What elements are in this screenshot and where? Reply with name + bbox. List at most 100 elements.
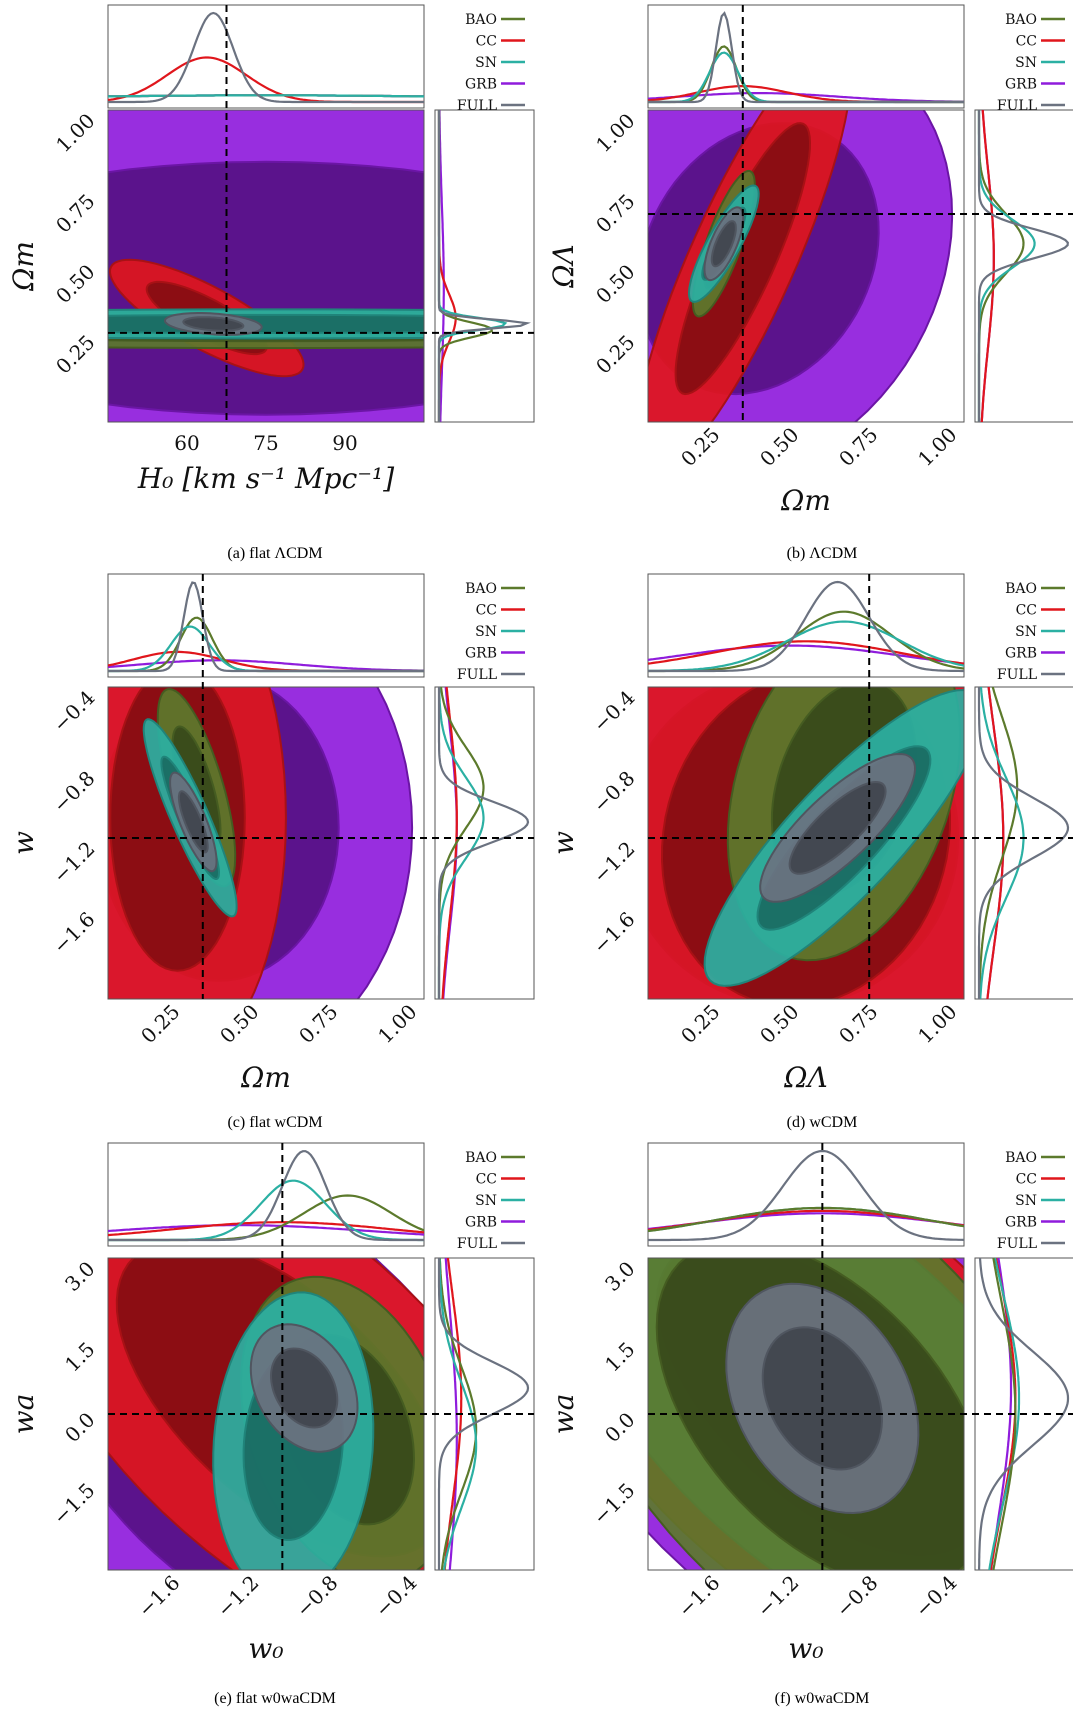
right-marginal-curves: [439, 110, 527, 422]
x-tick-label: 0.75: [834, 423, 882, 471]
x-tick-label: 0.50: [755, 1000, 803, 1048]
x-tick-label: −0.4: [910, 1571, 961, 1622]
legend-label-cc: CC: [1016, 603, 1037, 619]
right-curve-sn: [980, 687, 1023, 999]
caption-b: (b) ΛCDM: [612, 545, 1032, 563]
legend-label-sn: SN: [475, 1193, 497, 1209]
top-curve-full: [108, 583, 424, 672]
caption-f: (f) w0waCDM: [612, 1690, 1032, 1708]
right-curve-full: [439, 110, 527, 422]
legend: BAO CC SN GRB FULL: [997, 581, 1065, 683]
x-tick-label: 0.75: [294, 1000, 342, 1048]
panel-2: BAOCCSNGRBFULL0.25 0.50 0.75 1.00−0.4−0.8−1…: [7, 571, 534, 1094]
caption-e: (e) flat w0waCDM: [65, 1690, 485, 1708]
legend-label-full: FULL: [997, 98, 1037, 114]
caption-c: (c) flat wCDM: [65, 1114, 485, 1132]
legend-label-bao: BAO: [1005, 581, 1037, 597]
y-tick-label: −1.6: [588, 907, 639, 958]
right-marginal-curves: [979, 687, 1068, 999]
legend-label-sn: SN: [1015, 1193, 1037, 1209]
y-tick-label: 3.0: [600, 1257, 639, 1296]
panel-4: BAOCCSNGRBFULL−1.6 −1.2 −0.8 −0.43.01.50.0−…: [0, 1122, 559, 1719]
y-tick-label: −1.2: [588, 837, 639, 888]
legend-label-cc: CC: [476, 34, 497, 50]
x-tick-label: 1.00: [373, 1000, 421, 1048]
legend-label-bao: BAO: [465, 581, 497, 597]
legend-label-full: FULL: [997, 1236, 1037, 1252]
top-curve-full: [648, 1151, 964, 1240]
y-tick-label: 0.75: [591, 189, 639, 237]
caption-d: (d) wCDM: [612, 1114, 1032, 1132]
legend-label-grb: GRB: [465, 646, 497, 662]
legend-label-bao: BAO: [1005, 1150, 1037, 1166]
y-tick-label: −0.8: [48, 766, 99, 817]
x-tick-label: 1.00: [913, 423, 961, 471]
panel-3: BAO CC SN GRB FULL 0.25 0.50 0.75 1.00 −0.4 −0.8 −1…: [519, 567, 1073, 1109]
y-tick-label: 0.0: [600, 1408, 639, 1447]
legend: BAO CC SN GRB FULL: [997, 1150, 1065, 1252]
contour-area: [502, 1070, 1073, 1707]
right-curve-bao: [439, 110, 492, 422]
legend-label-sn: SN: [475, 624, 497, 640]
right-curve-bao: [979, 687, 1017, 999]
right-marginal-curves: [979, 110, 1068, 422]
top-marginal-curves: [108, 583, 424, 672]
y-axis-label: w: [547, 831, 580, 855]
top-marginal-frame: [648, 574, 964, 677]
panel-5: BAO CC SN GRB FULL −1.6 −1.2 −0.8 −0.4 3.0 1.5 0.0 −…: [502, 1070, 1073, 1707]
legend-label-grb: GRB: [465, 1215, 497, 1231]
legend-label-cc: CC: [476, 603, 497, 619]
x-tick-label: −0.8: [831, 1571, 882, 1622]
top-curve-sn: [108, 627, 424, 672]
legend-label-full: FULL: [457, 667, 497, 683]
legend-label-sn: SN: [475, 55, 497, 71]
y-tick-label: −0.4: [48, 686, 99, 737]
legend: BAO CC SN GRB FULL: [457, 1150, 525, 1252]
y-tick-label: 3.0: [60, 1257, 99, 1296]
y-tick-label: −0.8: [588, 766, 639, 817]
y-tick-label: −1.2: [48, 837, 99, 888]
right-curve-sn: [439, 110, 505, 422]
y-tick-label: 1.00: [591, 109, 639, 157]
top-marginal-curves: [108, 1151, 424, 1240]
x-axis-label: H₀ [km s⁻¹ Mpc⁻¹]: [137, 462, 394, 495]
x-tick-label: 75: [253, 431, 278, 455]
legend-label-bao: BAO: [465, 12, 497, 28]
y-tick-label: 0.0: [60, 1408, 99, 1447]
y-tick-label: 0.75: [51, 189, 99, 237]
x-axis-label: ΩΛ: [783, 1061, 827, 1094]
legend-label-grb: GRB: [1005, 646, 1037, 662]
top-curve-full: [108, 1151, 424, 1240]
legend-label-cc: CC: [1016, 1172, 1037, 1188]
y-tick-label: −1.5: [588, 1478, 639, 1529]
x-tick-label: 0.25: [676, 423, 724, 471]
x-tick-label: 0.75: [834, 1000, 882, 1048]
y-axis-label: wa: [7, 1394, 40, 1435]
legend-label-bao: BAO: [465, 1150, 497, 1166]
right-marginal-curves: [439, 687, 528, 999]
x-tick-label: 1.00: [913, 1000, 961, 1048]
x-tick-label: −0.4: [370, 1571, 421, 1622]
y-tick-label: 0.50: [51, 260, 99, 308]
legend-label-sn: SN: [1015, 55, 1037, 71]
legend-label-grb: GRB: [1005, 1215, 1037, 1231]
legend-label-bao: BAO: [1005, 12, 1037, 28]
y-tick-label: 1.5: [60, 1337, 99, 1376]
top-marginal-curves: [108, 13, 424, 102]
top-curve-bao: [108, 1196, 424, 1241]
top-marginal-curves: [648, 1151, 964, 1240]
legend: BAO CC SN GRB FULL: [997, 12, 1065, 114]
right-curve-cc: [982, 110, 994, 422]
contour-sn-1sigma: [0, 315, 666, 333]
y-tick-label: −0.4: [588, 686, 639, 737]
legend-label-sn: SN: [1015, 624, 1037, 640]
legend-label-grb: GRB: [1005, 77, 1037, 93]
legend-label-full: FULL: [457, 98, 497, 114]
y-tick-label: 0.25: [51, 330, 99, 378]
y-tick-label: 1.5: [600, 1337, 639, 1376]
x-axis-label: Ωm: [780, 484, 831, 517]
legend: BAO CC SN GRB FULL: [457, 581, 525, 683]
legend-label-full: FULL: [997, 667, 1037, 683]
y-tick-label: 0.50: [591, 260, 639, 308]
